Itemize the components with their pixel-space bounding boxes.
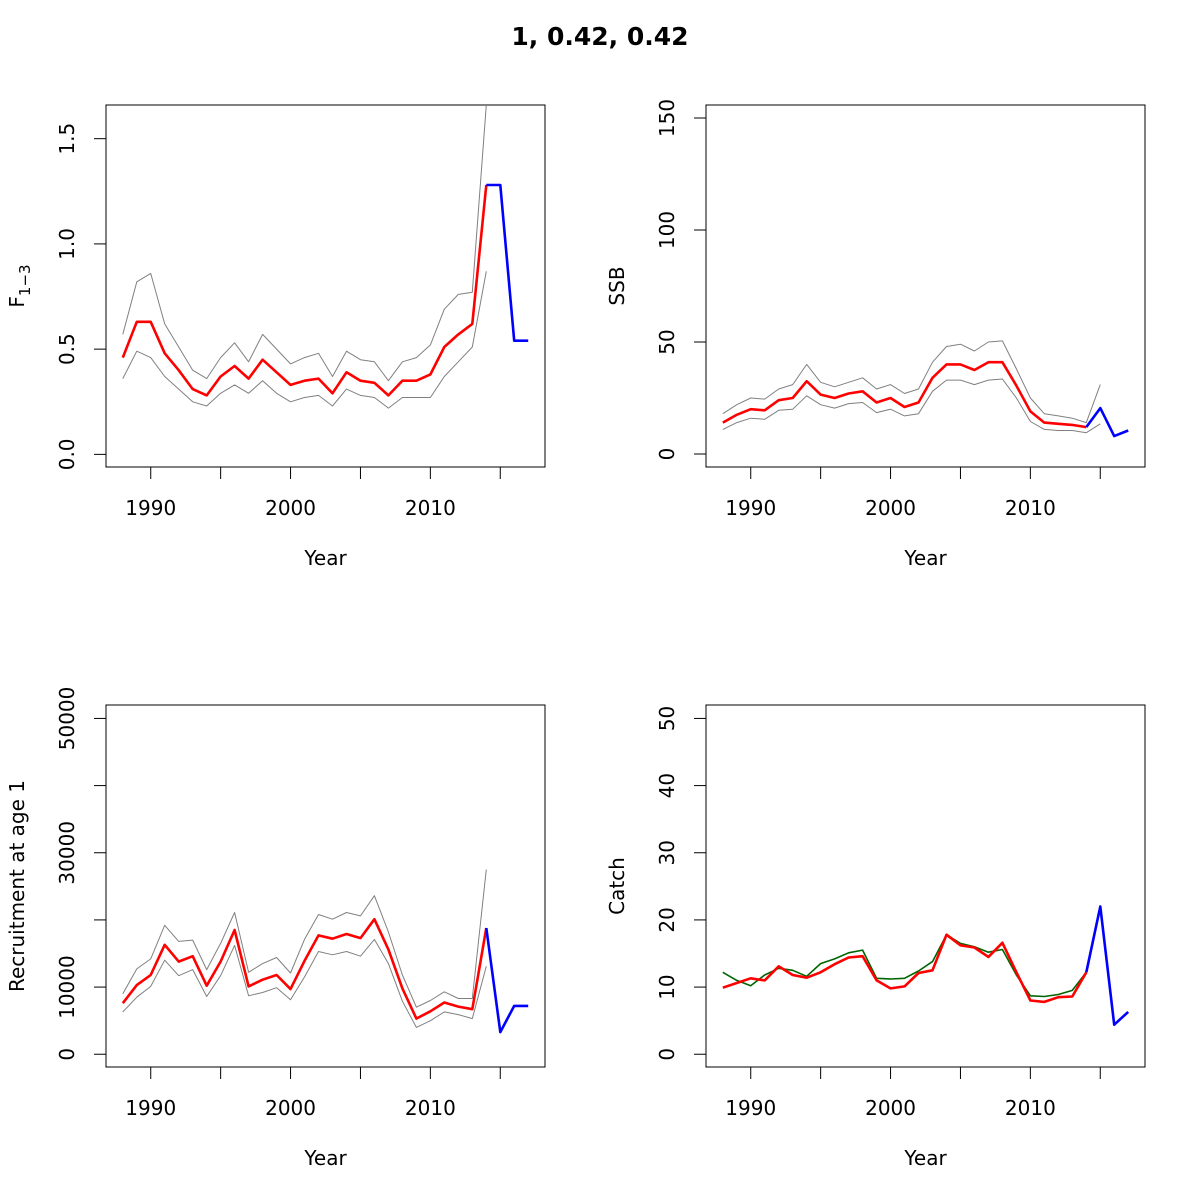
series-line-upper — [122, 869, 487, 1008]
series-line-upper — [722, 340, 1101, 424]
y-tick-label: 100 — [655, 211, 679, 249]
series-line-forecast — [486, 183, 529, 343]
y-axis-label: SSB — [605, 266, 629, 305]
x-axis-label: Year — [903, 546, 947, 570]
y-tick-label: 30000 — [55, 821, 79, 885]
series-group — [722, 340, 1129, 438]
y-tick-label: 1.0 — [55, 228, 79, 260]
series-line-lower — [122, 938, 487, 1028]
x-tick-label: 2000 — [865, 496, 916, 520]
series-group — [722, 905, 1130, 1026]
y-tick-label: 20 — [655, 907, 679, 932]
x-tick-label: 1990 — [125, 496, 176, 520]
y-tick-label: 1.5 — [55, 123, 79, 155]
series-line-forecast — [1085, 406, 1129, 438]
y-tick-label: 50000 — [55, 687, 79, 751]
plot-frame — [705, 104, 1146, 468]
series-line-upper — [122, 105, 487, 382]
x-tick-label: 2000 — [265, 1096, 316, 1120]
x-tick-label: 2000 — [865, 1096, 916, 1120]
plot-frame — [105, 704, 546, 1068]
x-tick-label: 2010 — [1005, 1096, 1056, 1120]
series-line-lower — [722, 378, 1101, 434]
y-axis-label-subscript: 1−3 — [16, 264, 34, 296]
series-line-estimate — [722, 360, 1087, 429]
y-tick-label: 50 — [655, 706, 679, 731]
series-group — [121, 869, 529, 1034]
y-tick-label: 0 — [55, 1048, 79, 1061]
recruitment-panel: 1990 2000 2010 0 10000 30000 50000 Year Recruitm… — [5, 687, 546, 1170]
fishing-mortality-panel: 1990 2000 2010 0.0 0.5 1.0 1.5 Year F1−3 — [5, 104, 546, 570]
x-tick-label: 2010 — [1005, 496, 1056, 520]
y-axis-label: Catch — [605, 857, 629, 915]
series-line-estimate — [722, 933, 1088, 1004]
y-tick-label: 40 — [655, 773, 679, 798]
y-tick-label: 50 — [655, 329, 679, 354]
x-tick-label: 2000 — [265, 496, 316, 520]
y-axis-label: F1−3 — [5, 264, 34, 307]
y-tick-label: 0.0 — [55, 438, 79, 470]
y-tick-label: 0 — [655, 1048, 679, 1061]
catch-panel: 1990 2000 2010 0 10 20 30 40 50 Year Catch — [605, 704, 1146, 1170]
y-tick-label: 0 — [655, 448, 679, 461]
series-line-estimate — [121, 184, 488, 397]
ssb-panel: 1990 2000 2010 0 50 100 150 Year SSB — [605, 99, 1146, 570]
y-axis-label: Recruitment at age 1 — [5, 780, 29, 992]
x-tick-label: 1990 — [725, 1096, 776, 1120]
x-axis-label: Year — [303, 546, 347, 570]
plot-frame — [705, 704, 1146, 1068]
series-line-forecast — [485, 927, 529, 1034]
series-line-lower — [122, 271, 487, 409]
series-line-estimate — [121, 917, 488, 1020]
x-tick-label: 2010 — [405, 496, 456, 520]
x-tick-label: 1990 — [125, 1096, 176, 1120]
y-tick-label: 0.5 — [55, 333, 79, 365]
x-axis-label: Year — [303, 1146, 347, 1170]
y-tick-label: 150 — [655, 99, 679, 137]
x-tick-label: 2010 — [405, 1096, 456, 1120]
y-tick-label: 10 — [655, 974, 679, 999]
y-tick-label: 30 — [655, 840, 679, 865]
series-group — [121, 105, 529, 409]
y-tick-label: 10000 — [55, 955, 79, 1019]
plot-frame — [105, 104, 546, 468]
main-title: 1, 0.42, 0.42 — [511, 22, 689, 51]
series-line-forecast — [1085, 905, 1130, 1026]
x-axis-label: Year — [903, 1146, 947, 1170]
x-tick-label: 1990 — [725, 496, 776, 520]
